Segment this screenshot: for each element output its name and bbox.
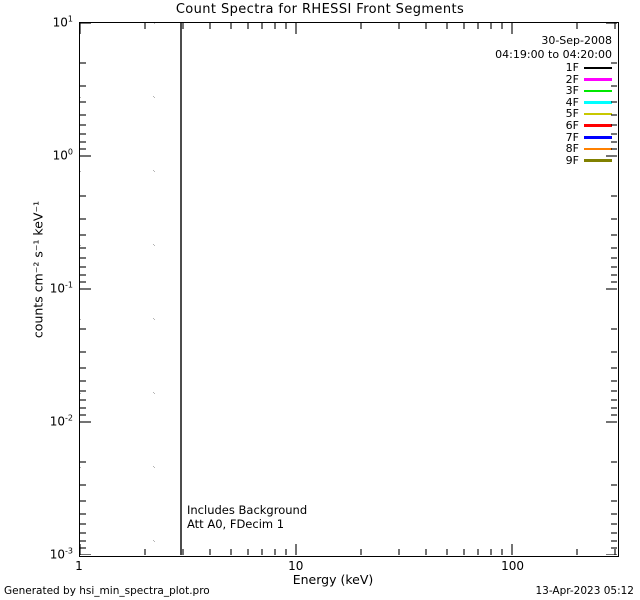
y-tick-mantissa: 10 — [49, 547, 66, 562]
legend-item-8f[interactable]: 8F — [557, 143, 612, 155]
legend-item-2f[interactable]: 2F — [557, 72, 612, 86]
legend-item-5f[interactable]: 5F — [557, 108, 612, 120]
y-tick-exponent: -3 — [65, 546, 73, 556]
legend-label: 8F — [565, 142, 579, 156]
page-title: Count Spectra for RHESSI Front Segments — [175, 2, 465, 17]
legend-label: 4F — [565, 95, 579, 109]
legend-item-7f[interactable]: 7F — [557, 130, 612, 144]
observation-date: 30-Sep-2008 — [541, 34, 612, 47]
x-tick-label: 10 — [288, 559, 304, 573]
observation-time-range: 04:19:00 to 04:20:00 — [495, 48, 612, 61]
plot-canvas — [80, 23, 617, 555]
legend-color-swatch — [584, 147, 612, 151]
legend-label: 1F — [565, 61, 579, 74]
legend-item-1f[interactable]: 1F — [557, 62, 612, 74]
legend-color-swatch — [584, 66, 612, 70]
legend-label: 3F — [565, 84, 579, 98]
legend-color-swatch — [584, 136, 612, 139]
x-tick-label: 1 — [75, 559, 83, 573]
x-tick-label: 100 — [501, 559, 525, 573]
x-axis-label-text: Energy (keV) — [292, 572, 374, 587]
y-tick-exponent: -2 — [65, 413, 73, 423]
legend-color-swatch — [584, 89, 612, 93]
footer-generated-by: Generated by hsi_min_spectra_plot.pro — [4, 585, 210, 597]
observation-date-block: 30-Sep-2008 04:19:00 to 04:20:00 — [495, 34, 612, 62]
y-tick-label: 100 — [53, 148, 73, 163]
legend-color-swatch — [584, 159, 612, 162]
y-tick-label: 10-2 — [50, 414, 73, 429]
x-axis-label: Energy (keV) — [0, 572, 640, 587]
y-tick-exponent: 0 — [67, 147, 73, 157]
y-tick-label: 10-1 — [50, 281, 73, 296]
y-tick-exponent: 1 — [67, 14, 73, 24]
legend-label: 5F — [565, 107, 579, 121]
y-tick-mantissa: 10 — [49, 281, 66, 296]
y-tick-exponent: -1 — [65, 280, 73, 290]
legend-color-swatch — [584, 124, 612, 128]
legend: 1F 2F 3F 4F 5F 6F 7F 8F 9F — [557, 62, 612, 166]
axis-ticks — [80, 23, 617, 555]
annotation-includes-background: Includes Background — [187, 503, 308, 517]
legend-color-swatch — [584, 78, 612, 81]
footer-timestamp: 13-Apr-2023 05:12 — [535, 585, 634, 597]
legend-color-swatch — [584, 101, 612, 104]
y-tick-mantissa: 10 — [52, 15, 68, 30]
legend-item-4f[interactable]: 4F — [557, 97, 612, 109]
legend-item-6f[interactable]: 6F — [557, 120, 612, 132]
legend-label: 7F — [565, 130, 579, 144]
legend-label: 2F — [565, 72, 579, 86]
legend-label: 9F — [565, 153, 579, 167]
y-tick-mantissa: 10 — [52, 148, 68, 163]
plot-area: Includes Background Att A0, FDecim 1 — [79, 22, 619, 557]
legend-item-3f[interactable]: 3F — [557, 85, 612, 97]
y-tick-label: 101 — [53, 15, 73, 30]
legend-item-9f[interactable]: 9F — [557, 155, 612, 167]
y-tick-label: 10-3 — [50, 547, 73, 562]
annotation-attenuator: Att A0, FDecim 1 — [187, 516, 285, 531]
masked-region-hatch — [80, 23, 182, 555]
plot-annotation-block: Includes Background Att A0, FDecim 1 — [187, 503, 308, 531]
legend-label: 6F — [565, 118, 579, 132]
y-axis-label: counts cm⁻² s⁻¹ keV⁻¹ — [30, 200, 46, 339]
legend-color-swatch — [584, 112, 612, 116]
y-tick-mantissa: 10 — [49, 414, 66, 429]
